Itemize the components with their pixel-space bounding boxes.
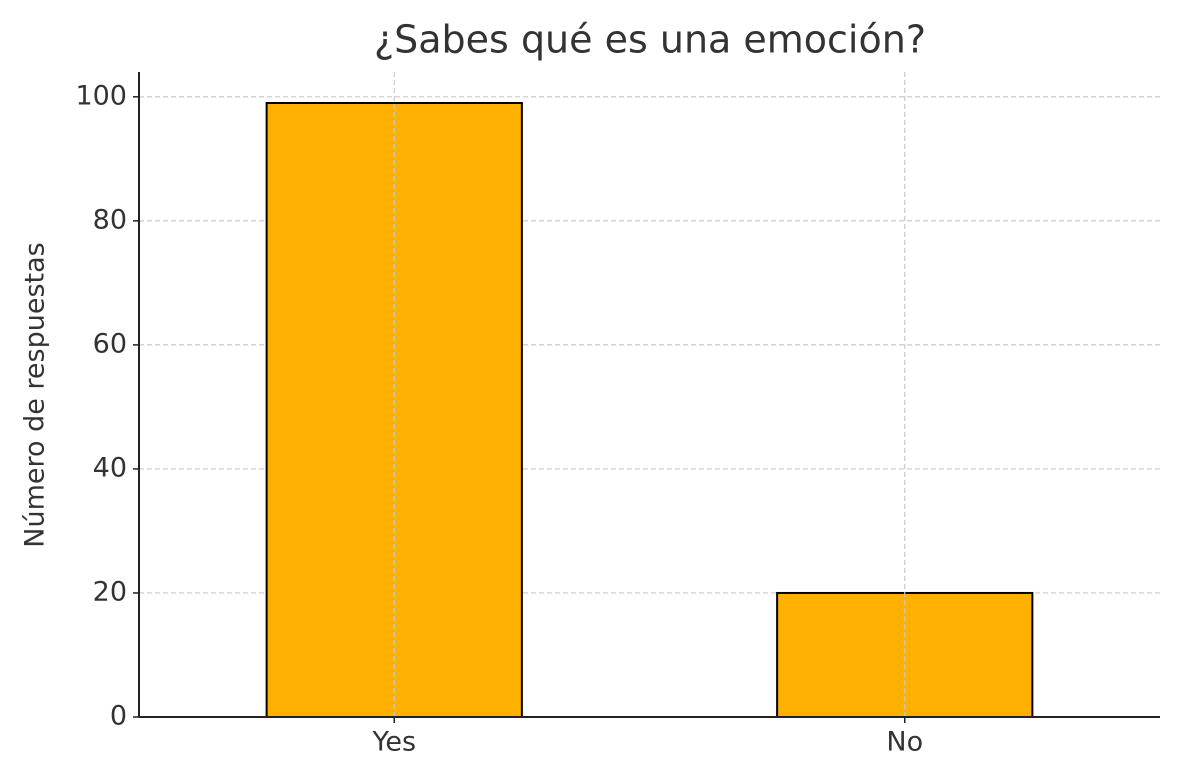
y-tick-label: 40 <box>93 452 127 483</box>
x-tick-label: Yes <box>371 727 416 758</box>
y-tick-label: 100 <box>75 80 127 111</box>
y-axis-label: Número de respuestas <box>20 242 51 547</box>
y-tick-label: 0 <box>110 701 127 732</box>
y-tick-label: 60 <box>93 328 127 359</box>
chart-title: ¿Sabes qué es una emoción? <box>374 18 926 62</box>
x-tick-label: No <box>886 727 923 758</box>
y-tick-label: 20 <box>93 576 127 607</box>
y-tick-label: 80 <box>93 204 127 235</box>
